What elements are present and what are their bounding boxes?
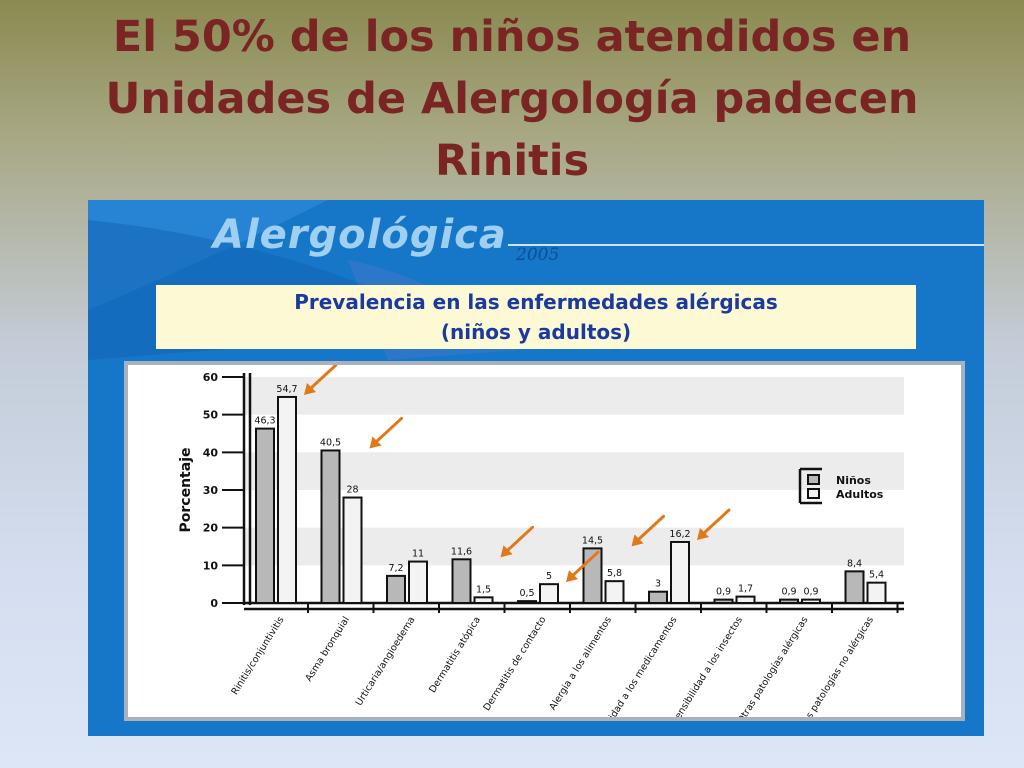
- bar-adultos: [866, 581, 887, 605]
- highlight-arrow: [505, 525, 534, 553]
- grid-band: [244, 377, 904, 415]
- bar-chart: 0 10 20 30 40 50 60 Porcentaje 46,3 54,7 Rinitis/…: [178, 365, 904, 717]
- data-label: 1,7: [738, 584, 753, 595]
- legend-label-ninos: Niños: [836, 474, 871, 487]
- slide-title: El 50% de los niños atendidos en Unidade…: [105, 12, 919, 186]
- legend-swatch-ninos: [807, 474, 820, 485]
- bar-ninos: [648, 590, 668, 604]
- data-label: 5,4: [869, 570, 884, 581]
- bar-ninos: [844, 570, 865, 604]
- highlight-arrow-head: [369, 436, 382, 449]
- brand-logo-text: Alergológica: [213, 212, 507, 258]
- bar-ninos: [320, 449, 341, 604]
- bar-ninos: [451, 558, 472, 605]
- y-tick-label: 10: [203, 559, 219, 572]
- data-label: 14,5: [582, 535, 603, 546]
- category-label: Otras patologías alérgicas: [736, 615, 811, 717]
- highlight-arrow-head: [697, 527, 709, 540]
- highlight-arrow: [374, 416, 403, 444]
- data-label: 7,2: [388, 563, 403, 574]
- data-label: 0,9: [716, 587, 731, 598]
- chart-title-line1: Prevalencia en las enfermedades alérgica…: [294, 290, 778, 314]
- chart-frame: 0 10 20 30 40 50 60 Porcentaje 46,3 54,7 Rinitis/…: [124, 361, 965, 721]
- highlight-arrow: [308, 365, 338, 391]
- bar-adultos: [735, 595, 756, 604]
- data-label: 1,5: [476, 584, 491, 595]
- bar-adultos: [277, 395, 297, 604]
- y-axis-label: Porcentaje: [178, 448, 194, 533]
- chart-area: 0 10 20 30 40 50 60 Porcentaje 46,3 54,7 Rinitis/…: [128, 365, 961, 717]
- bar-adultos: [801, 598, 821, 605]
- y-tick-label: 60: [203, 371, 219, 384]
- legend-label-adultos: Adultos: [836, 488, 884, 501]
- data-label: 5: [546, 571, 552, 582]
- bar-adultos: [473, 596, 494, 605]
- y-tick-label: 20: [203, 522, 219, 535]
- highlight-arrow-head: [631, 534, 644, 547]
- grid-band: [244, 452, 904, 490]
- highlight-arrow: [636, 514, 665, 542]
- bar-adultos: [670, 540, 690, 604]
- bar-ninos: [779, 598, 799, 605]
- data-label: 8,4: [847, 558, 862, 569]
- category-label: Alergia a los alimentos: [547, 615, 614, 713]
- data-label: 11: [412, 549, 424, 560]
- category-label: Hipersensibilidad a los medicamentos: [575, 615, 680, 717]
- highlight-arrow-head: [304, 382, 316, 395]
- chart-title-box: Prevalencia en las enfermedades alérgica…: [156, 285, 916, 349]
- category-label: Asma bronquial: [303, 615, 352, 684]
- brand-year: 2005: [516, 245, 560, 265]
- data-label: 16,2: [669, 529, 690, 540]
- highlight-arrow: [701, 508, 731, 536]
- legend-swatch-adultos: [807, 488, 820, 499]
- category-label: Dermatitis de contacto: [481, 615, 548, 713]
- bar-ninos: [713, 598, 734, 605]
- bar-ninos: [517, 600, 537, 605]
- data-label: 40,5: [320, 437, 341, 448]
- data-label: 0,9: [803, 587, 818, 598]
- y-tick-label: 0: [210, 597, 218, 610]
- bar-adultos: [539, 583, 559, 605]
- y-tick-label: 30: [203, 484, 219, 497]
- brand-underline: [508, 244, 984, 246]
- highlight-arrow-head: [566, 570, 578, 583]
- bar-adultos: [342, 496, 363, 605]
- highlight-arrow-head: [500, 545, 513, 558]
- category-label: Dermatitis atópica: [427, 615, 483, 695]
- data-label: 0,5: [519, 588, 534, 599]
- bar-ninos: [255, 427, 275, 604]
- data-label: 5,8: [607, 568, 622, 579]
- highlight-arrow: [570, 550, 600, 578]
- data-label: 28: [346, 485, 358, 496]
- data-label: 0,9: [781, 587, 796, 598]
- chart-panel: Alergológica 2005 Prevalencia en las enf…: [88, 200, 984, 736]
- bar-adultos: [604, 580, 625, 605]
- category-label: Rinitis/conjuntivitis: [229, 615, 286, 697]
- category-label: Otras patologías no alérgicas: [793, 615, 876, 717]
- y-tick-label: 40: [203, 446, 219, 459]
- bar-adultos: [408, 560, 428, 604]
- data-label: 3: [655, 579, 661, 590]
- chart-title-line2: (niños y adultos): [440, 320, 632, 344]
- data-label: 11,6: [451, 546, 472, 557]
- category-label: Urticaria/angioedema: [354, 615, 418, 708]
- bar-ninos: [386, 574, 406, 605]
- data-label: 46,3: [254, 416, 275, 427]
- data-label: 54,7: [276, 384, 297, 395]
- y-tick-label: 50: [203, 409, 219, 422]
